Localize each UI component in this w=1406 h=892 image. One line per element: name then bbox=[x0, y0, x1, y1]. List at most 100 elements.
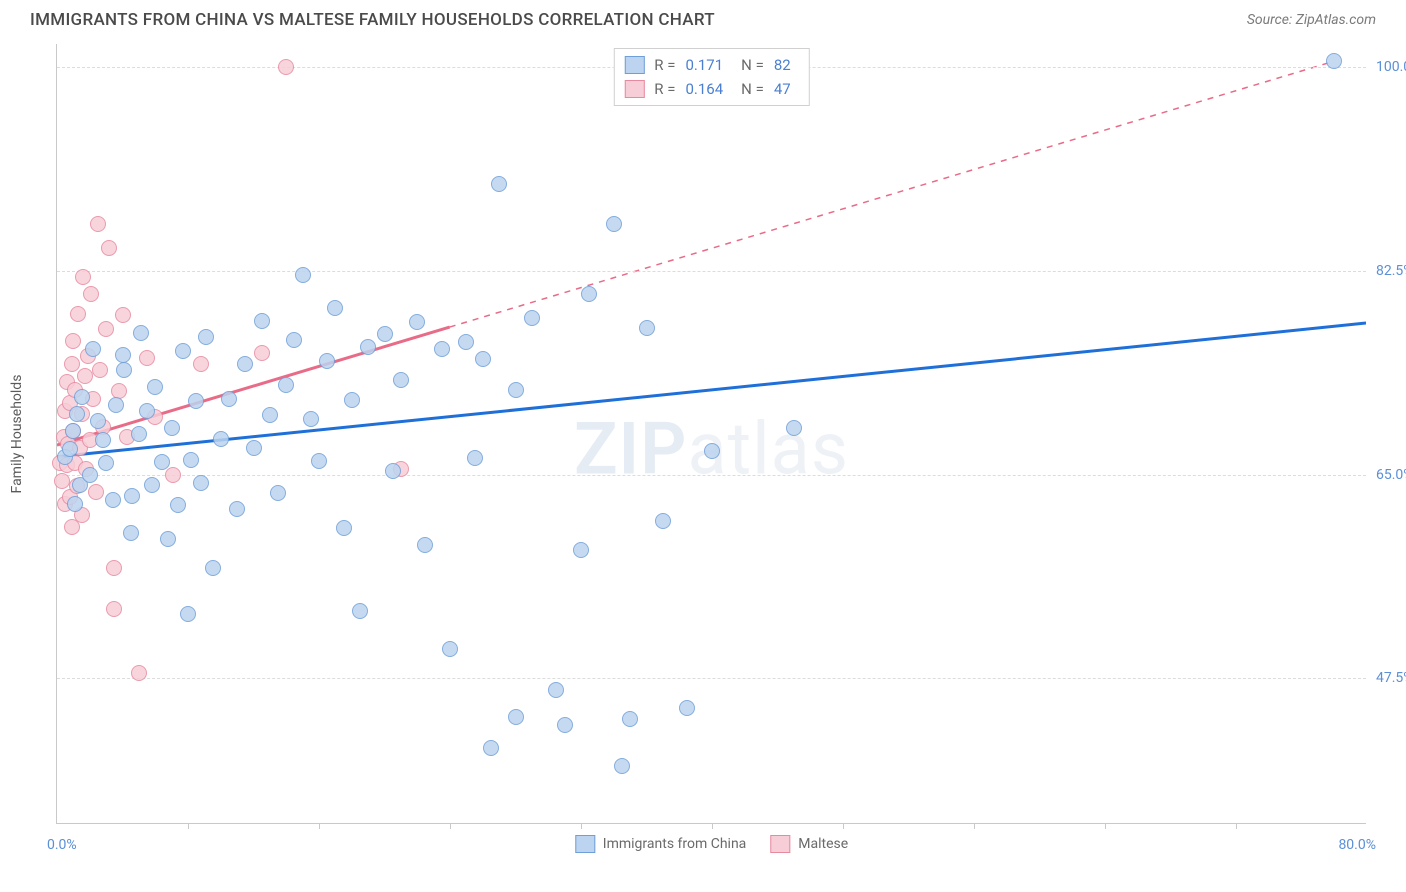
data-point-china bbox=[442, 641, 458, 657]
data-point-china bbox=[69, 406, 85, 422]
data-point-china bbox=[319, 353, 335, 369]
data-point-china bbox=[409, 314, 425, 330]
data-point-china bbox=[581, 286, 597, 302]
gridline bbox=[57, 271, 1366, 272]
data-point-maltese bbox=[70, 306, 86, 322]
data-point-china bbox=[154, 454, 170, 470]
legend-swatch bbox=[624, 56, 644, 74]
r-value: 0.164 bbox=[685, 80, 723, 98]
y-tick-label: 100.0% bbox=[1376, 59, 1406, 75]
data-point-china bbox=[124, 488, 140, 504]
data-point-maltese bbox=[278, 59, 294, 75]
data-point-maltese bbox=[106, 560, 122, 576]
data-point-maltese bbox=[77, 368, 93, 384]
data-point-china bbox=[327, 300, 343, 316]
legend-label: Maltese bbox=[798, 836, 848, 852]
data-point-maltese bbox=[193, 356, 209, 372]
n-label: N = bbox=[741, 56, 764, 74]
data-point-china bbox=[205, 560, 221, 576]
data-point-china bbox=[180, 606, 196, 622]
y-tick-label: 47.5% bbox=[1376, 670, 1406, 686]
chart-plot-area: ZIPatlas 47.5%65.0%82.5%100.0% Family Ho… bbox=[56, 44, 1366, 824]
data-point-china bbox=[483, 740, 499, 756]
data-point-china bbox=[524, 310, 540, 326]
r-value: 0.171 bbox=[685, 56, 723, 74]
data-point-china bbox=[295, 267, 311, 283]
data-point-maltese bbox=[98, 321, 114, 337]
data-point-china bbox=[144, 477, 160, 493]
chart-title: IMMIGRANTS FROM CHINA VS MALTESE FAMILY … bbox=[30, 10, 715, 30]
data-point-china bbox=[98, 455, 114, 471]
data-point-china bbox=[115, 347, 131, 363]
x-tick bbox=[712, 823, 713, 829]
stats-row: R = 0.164 N = 47 bbox=[624, 77, 798, 101]
data-point-china bbox=[133, 325, 149, 341]
legend-item: Maltese bbox=[770, 835, 848, 853]
data-point-china bbox=[131, 426, 147, 442]
n-value: 47 bbox=[774, 80, 791, 98]
x-tick bbox=[319, 823, 320, 829]
data-point-china bbox=[458, 334, 474, 350]
data-point-china bbox=[352, 603, 368, 619]
data-point-china bbox=[491, 176, 507, 192]
data-point-maltese bbox=[115, 307, 131, 323]
data-point-china bbox=[67, 496, 83, 512]
data-point-china bbox=[1326, 53, 1342, 69]
legend-swatch bbox=[624, 80, 644, 98]
data-point-china bbox=[311, 453, 327, 469]
data-point-china bbox=[95, 432, 111, 448]
data-point-china bbox=[303, 411, 319, 427]
x-axis-min-label: 0.0% bbox=[47, 837, 77, 853]
legend-swatch bbox=[575, 835, 595, 853]
data-point-china bbox=[147, 379, 163, 395]
data-point-china bbox=[278, 377, 294, 393]
trend-line bbox=[57, 323, 1366, 457]
data-point-china bbox=[475, 351, 491, 367]
data-point-china bbox=[344, 392, 360, 408]
data-point-china bbox=[108, 397, 124, 413]
data-point-china bbox=[270, 485, 286, 501]
data-point-china bbox=[508, 382, 524, 398]
data-point-maltese bbox=[254, 345, 270, 361]
data-point-maltese bbox=[92, 362, 108, 378]
y-tick-label: 82.5% bbox=[1376, 263, 1406, 279]
data-point-china bbox=[105, 492, 121, 508]
data-point-china bbox=[237, 356, 253, 372]
data-point-china bbox=[434, 341, 450, 357]
data-point-china bbox=[85, 341, 101, 357]
data-point-china bbox=[193, 475, 209, 491]
data-point-china bbox=[229, 501, 245, 517]
stats-box: R =0.171N =82R =0.164N =47 bbox=[613, 48, 809, 106]
data-point-maltese bbox=[75, 269, 91, 285]
n-label: N = bbox=[741, 80, 764, 98]
data-point-china bbox=[183, 452, 199, 468]
data-point-china bbox=[786, 420, 802, 436]
data-point-china bbox=[262, 407, 278, 423]
x-tick bbox=[843, 823, 844, 829]
data-point-china bbox=[336, 520, 352, 536]
data-point-china bbox=[62, 441, 78, 457]
data-point-china bbox=[286, 332, 302, 348]
data-point-maltese bbox=[90, 216, 106, 232]
data-point-china bbox=[82, 467, 98, 483]
gridline bbox=[57, 475, 1366, 476]
data-point-china bbox=[393, 372, 409, 388]
data-point-china bbox=[622, 711, 638, 727]
data-point-china bbox=[360, 339, 376, 355]
data-point-china bbox=[188, 393, 204, 409]
data-point-china bbox=[467, 450, 483, 466]
data-point-china bbox=[170, 497, 186, 513]
data-point-china bbox=[160, 531, 176, 547]
data-point-china bbox=[385, 463, 401, 479]
data-point-china bbox=[557, 717, 573, 733]
data-point-china bbox=[116, 362, 132, 378]
data-point-china bbox=[123, 525, 139, 541]
legend: Immigrants from ChinaMaltese bbox=[575, 835, 848, 853]
data-point-maltese bbox=[83, 286, 99, 302]
x-tick bbox=[581, 823, 582, 829]
data-point-china bbox=[679, 700, 695, 716]
data-point-china bbox=[704, 443, 720, 459]
data-point-china bbox=[573, 542, 589, 558]
r-label: R = bbox=[654, 80, 675, 98]
stats-row: R =0.171N =82 bbox=[624, 53, 798, 77]
